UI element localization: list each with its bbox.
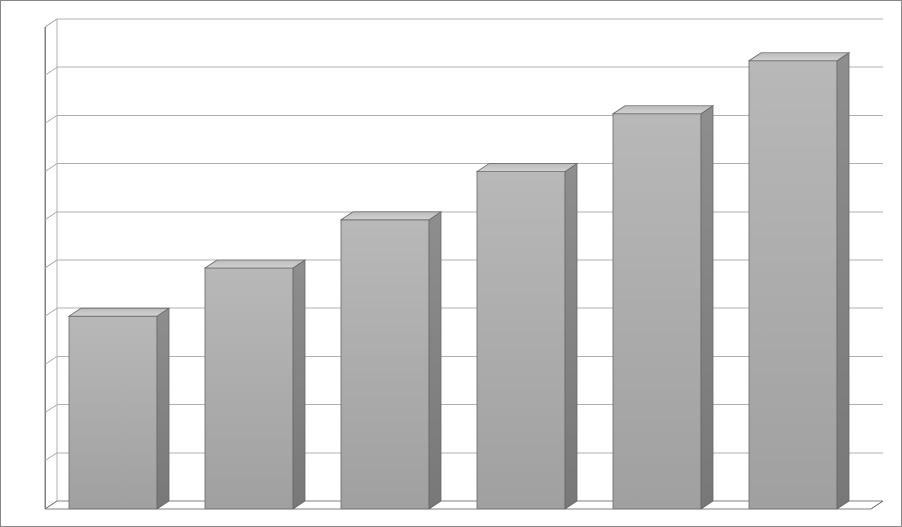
bar-side	[701, 106, 713, 509]
bar-front	[477, 172, 565, 509]
bar-top	[205, 260, 305, 268]
gridline-side	[45, 164, 57, 172]
bar	[205, 260, 305, 509]
bar-top	[69, 308, 169, 316]
bar-side	[157, 308, 169, 509]
gridline-side	[45, 308, 57, 316]
bar-side	[837, 53, 849, 509]
gridline-side	[45, 67, 57, 75]
bar-front	[205, 268, 293, 509]
bar-top	[749, 53, 849, 61]
bar-side	[565, 164, 577, 509]
bar-front	[613, 114, 701, 509]
bar	[749, 53, 849, 509]
bar	[69, 308, 169, 509]
bar-front	[749, 61, 837, 509]
bar-top	[477, 164, 577, 172]
bar-front	[341, 220, 429, 509]
gridline-side	[45, 260, 57, 268]
bar-front	[69, 316, 157, 509]
gridline-side	[45, 356, 57, 364]
plot-area	[45, 19, 883, 509]
chart-frame	[0, 0, 902, 527]
gridline-side	[45, 453, 57, 461]
grid-overlay	[45, 19, 883, 509]
gridline-side	[45, 212, 57, 220]
bar-top	[341, 212, 441, 220]
gridline-side	[45, 405, 57, 413]
bar-side	[429, 212, 441, 509]
bar-side	[293, 260, 305, 509]
bar-top	[613, 106, 713, 114]
bar	[341, 212, 441, 509]
gridline-side	[45, 19, 57, 27]
gridline-side	[45, 115, 57, 123]
bar	[477, 164, 577, 509]
bar	[613, 106, 713, 509]
